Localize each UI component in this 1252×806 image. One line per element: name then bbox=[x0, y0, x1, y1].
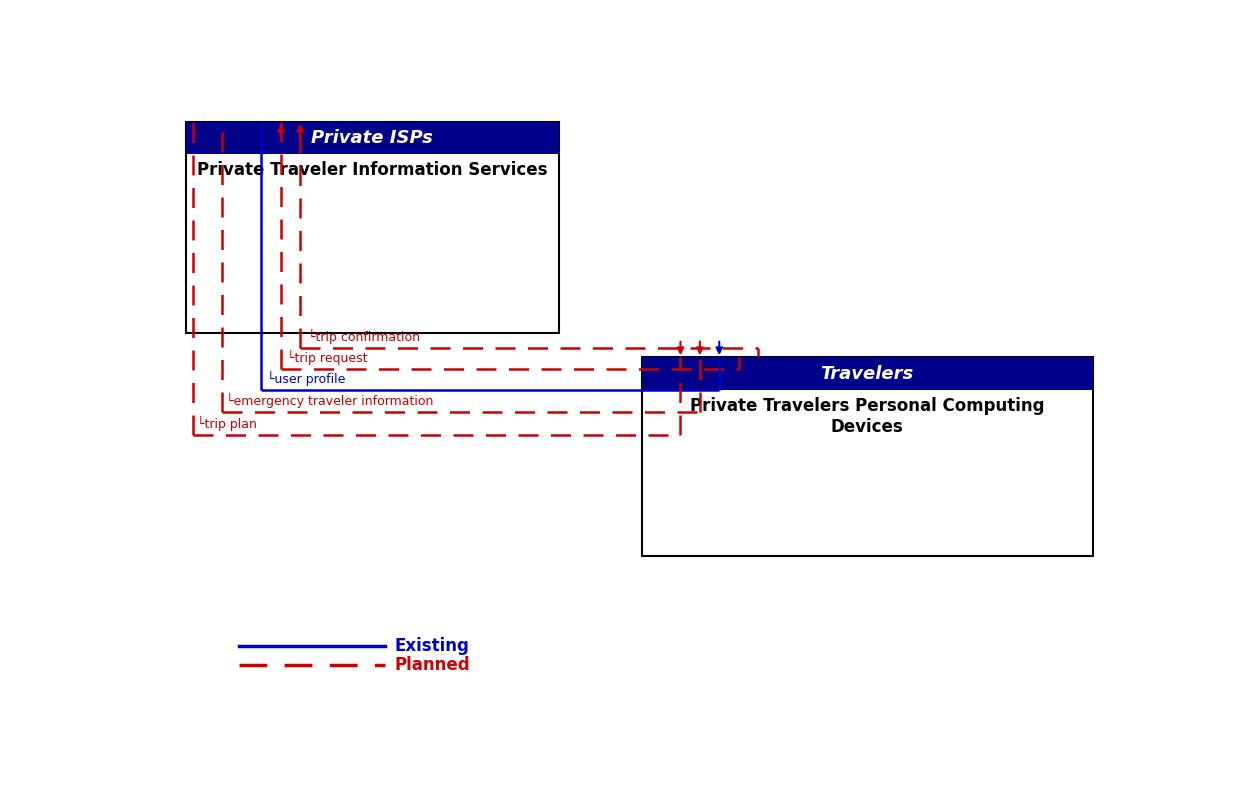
Text: └trip confirmation: └trip confirmation bbox=[308, 329, 419, 344]
Text: └user profile: └user profile bbox=[267, 371, 346, 386]
Text: Existing: Existing bbox=[394, 637, 470, 655]
Bar bbox=[641, 357, 1093, 389]
Bar bbox=[185, 122, 560, 333]
Bar bbox=[185, 122, 560, 154]
Text: └trip plan: └trip plan bbox=[198, 416, 257, 431]
Text: └emergency traveler information: └emergency traveler information bbox=[227, 393, 433, 409]
Text: Planned: Planned bbox=[394, 655, 470, 674]
Text: Private Travelers Personal Computing
Devices: Private Travelers Personal Computing Dev… bbox=[690, 397, 1044, 436]
Bar bbox=[641, 357, 1093, 556]
Text: Travelers: Travelers bbox=[820, 364, 914, 383]
Text: Private ISPs: Private ISPs bbox=[312, 129, 433, 147]
Text: └trip request: └trip request bbox=[287, 350, 367, 365]
Text: Private Traveler Information Services: Private Traveler Information Services bbox=[197, 161, 547, 179]
